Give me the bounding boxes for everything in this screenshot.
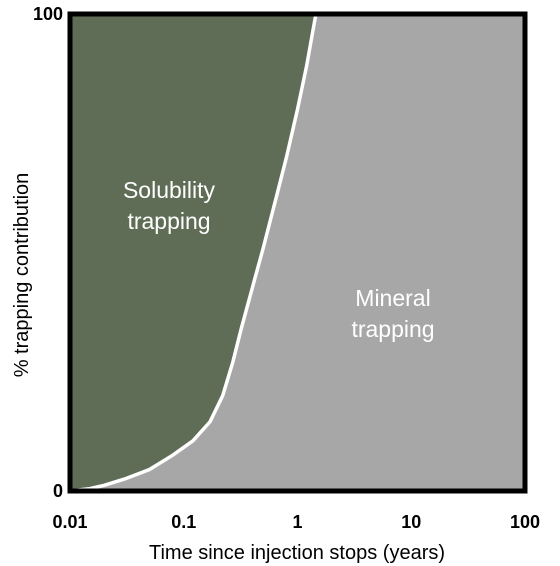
y-tick-label: 100: [33, 4, 63, 24]
y-axis-label: % trapping contribution: [11, 173, 33, 378]
y-tick-labels: 0 100: [33, 4, 63, 501]
x-tick-label: 1: [292, 512, 302, 532]
x-tick-label: 100: [510, 512, 540, 532]
y-tick-label: 0: [53, 481, 63, 501]
x-axis-label: Time since injection stops (years): [149, 542, 445, 564]
mineral-label-line2: trapping: [351, 316, 434, 342]
solubility-label-line2: trapping: [127, 208, 210, 234]
mineral-label-line1: Mineral: [355, 285, 430, 311]
solubility-trapping-area: [70, 14, 316, 491]
plot-frame: [67, 11, 528, 494]
x-tick-label: 0.01: [52, 512, 87, 532]
solubility-label-line1: Solubility: [123, 177, 216, 203]
x-tick-label: 10: [401, 512, 421, 532]
x-tick-labels: 0.01 0.1 1 10 100: [52, 512, 540, 532]
x-tick-label: 0.1: [171, 512, 196, 532]
trapping-boundary-line: [69, 13, 318, 493]
